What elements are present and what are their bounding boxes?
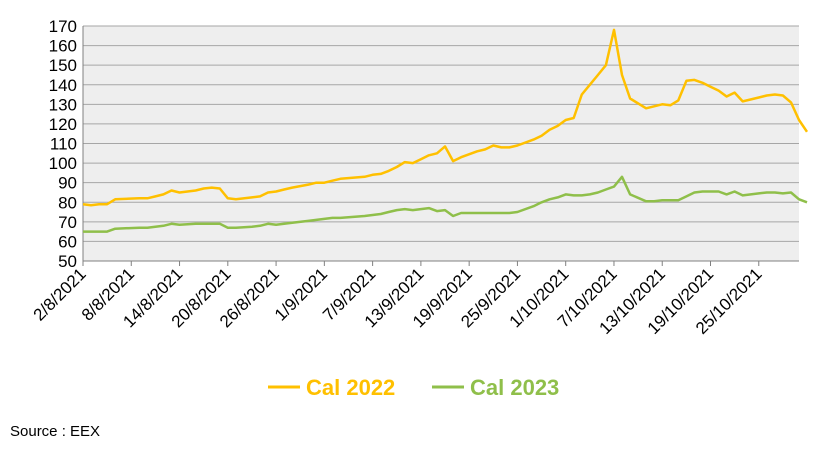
series-line [82,28,809,207]
y-tick-label: 80 [58,193,77,212]
y-tick-label: 150 [49,56,77,75]
y-tick-label: 60 [58,232,77,251]
source-note: Source : EEX [10,423,101,440]
legend-label: Cal 2023 [470,375,559,400]
y-tick-label: 170 [49,17,77,36]
x-tick-label: 2/8/2021 [30,264,90,324]
y-tick-label: 70 [58,213,77,232]
legend: Cal 2022 Cal 2023 [268,375,559,400]
y-tick-label: 50 [58,252,77,271]
legend-label: Cal 2022 [306,375,395,400]
x-tick-label: 1/9/2021 [271,264,331,324]
y-tick-label: 120 [49,115,77,134]
gridlines [83,25,799,242]
series-line [83,175,808,233]
y-tick-label: 110 [50,135,77,154]
y-tick-label: 140 [49,76,77,95]
y-tick-label: 160 [49,37,77,56]
y-tick-label: 100 [49,154,77,173]
y-tick-label: 130 [49,95,77,114]
y-tick-label: 90 [58,174,77,193]
x-axis-ticks: 2/8/20218/8/202114/8/202120/8/202126/8/2… [30,261,766,338]
series-lines [82,28,809,233]
